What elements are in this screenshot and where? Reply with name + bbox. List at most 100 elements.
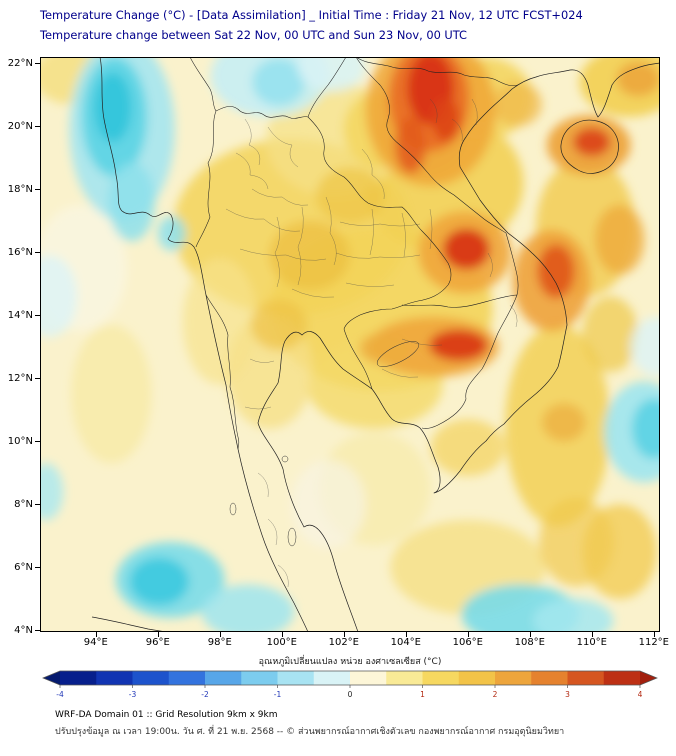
songkhla-lake [287, 527, 297, 547]
temperature-anomaly-blob [269, 220, 350, 291]
lon-tick-mark [529, 632, 531, 637]
colorbar-segment [96, 671, 133, 685]
page-title: Temperature Change (°C) - [Data Assimila… [40, 8, 583, 22]
lat-tick-label: 10°N [7, 435, 33, 447]
colorbar-segment [313, 671, 351, 685]
temperature-anomaly-blob [395, 116, 426, 174]
temperature-anomaly-blob [40, 255, 78, 338]
lat-tick-label: 4°N [14, 624, 33, 636]
colorbar-right-arrow [640, 671, 657, 685]
border-myanmar-laos-north [307, 57, 347, 118]
temperature-anomaly-blob [539, 498, 614, 587]
border-cambodia-laos-vietnam [401, 294, 518, 429]
lon-tick-label: 100°E [266, 637, 297, 648]
temperature-anomaly-blob [443, 228, 490, 270]
temperature-anomaly-blob [71, 324, 152, 464]
colorbar-segment [386, 671, 423, 685]
footer-domain-info: WRF-DA Domain 01 :: Grid Resolution 9km … [55, 710, 278, 720]
temperature-map-plot [40, 57, 660, 632]
lon-tick-mark [653, 632, 655, 637]
temperature-anomaly-blob [250, 299, 307, 350]
temperature-anomaly-blob [108, 162, 155, 242]
colorbar-segment [603, 671, 641, 685]
lon-tick-label: 112°E [638, 637, 669, 648]
colorbar-segment [531, 671, 568, 685]
lat-tick-label: 20°N [7, 120, 33, 132]
phuket-island [229, 502, 237, 516]
lat-tick-label: 12°N [7, 372, 33, 384]
temperature-anomaly-blob [40, 463, 64, 521]
lon-tick-mark [405, 632, 407, 637]
colorbar-segment [241, 671, 278, 685]
province-boundaries [225, 98, 518, 588]
border-laos-vietnam [355, 57, 519, 296]
temperature-anomaly-blob [201, 584, 295, 632]
coastline-hainan-island [560, 119, 619, 174]
colorbar-left-arrow [43, 671, 60, 685]
temperature-anomaly-blob [252, 58, 305, 106]
lon-tick-mark [95, 632, 97, 637]
colorbar-tick-label: -1 [274, 690, 282, 699]
lon-tick-mark [467, 632, 469, 637]
plot-frame [40, 57, 660, 632]
lat-tick-label: 8°N [14, 498, 33, 510]
coastline-gulf-vietnam-china [257, 62, 660, 632]
lon-tick-mark [591, 632, 593, 637]
lon-tick-label: 98°E [207, 637, 232, 648]
temperature-anomaly-blob [542, 403, 586, 442]
temperature-anomaly-blob [573, 127, 611, 157]
colorbar-segment [458, 671, 496, 685]
lon-tick-mark [343, 632, 345, 637]
basemap-borders [40, 57, 660, 632]
temperature-anomaly-blob [291, 460, 366, 549]
colorbar-tick-label: -3 [129, 690, 137, 699]
lon-tick-label: 110°E [576, 637, 607, 648]
tonle-sap-lake [376, 341, 420, 367]
colorbar-segment [495, 671, 532, 685]
border-myanmar-thailand [189, 57, 309, 450]
colorbar-label: อุณหภูมิเปลี่ยนแปลง หน่วย องศาเซลเซียส (… [258, 657, 442, 667]
temperature-anomaly-blob [630, 316, 660, 377]
colorbar-segment [168, 671, 206, 685]
colorbar: -4 -3 -2 -1 0 1 2 3 4 [42, 670, 658, 699]
temperature-anomaly-blob [182, 258, 257, 385]
border-china-vietnam [355, 57, 519, 87]
temperature-field [40, 57, 660, 632]
colorbar-tick-label: 3 [565, 690, 570, 699]
coastline-myanmar [99, 57, 309, 632]
lon-tick-label: 96°E [145, 637, 170, 648]
lon-tick-label: 94°E [83, 637, 108, 648]
temperature-anomaly-blob [430, 419, 505, 476]
lat-tick-label: 14°N [7, 309, 33, 321]
border-thailand-laos-mekong [307, 116, 452, 330]
lat-tick-label: 18°N [7, 183, 33, 195]
colorbar-tick-label: 2 [493, 690, 498, 699]
temperature-anomaly-blob [315, 167, 385, 224]
colorbar-segment [60, 671, 97, 685]
samui-island [281, 455, 289, 463]
lon-tick-label: 104°E [390, 637, 421, 648]
lon-tick-mark [157, 632, 159, 637]
temperature-anomaly-blob [359, 332, 409, 365]
lon-tick-label: 108°E [514, 637, 545, 648]
footer-update-info: ปรับปรุงข้อมูล ณ เวลา 19:00น. วัน ศ. ที่… [55, 727, 565, 737]
colorbar-tick-label: 1 [420, 690, 425, 699]
lat-tick-label: 6°N [14, 561, 33, 573]
colorbar-tick-label: 4 [638, 690, 643, 699]
colorbar-segment [567, 671, 605, 685]
temperature-anomaly-blob [594, 205, 645, 275]
lon-tick-mark [281, 632, 283, 637]
temperature-anomaly-blob [157, 216, 186, 251]
temperature-anomaly-blob [429, 329, 488, 362]
lat-tick-label: 22°N [7, 57, 33, 69]
page-subtitle: Temperature change between Sat 22 Nov, 0… [40, 28, 468, 42]
lon-tick-mark [219, 632, 221, 637]
temperature-anomaly-blob [129, 557, 189, 606]
temperature-anomaly-blob [582, 296, 639, 372]
colorbar-tick-label: 0 [348, 690, 353, 699]
temperature-anomaly-blob [492, 82, 543, 127]
lon-tick-label: 102°E [328, 637, 359, 648]
colorbar-segment [132, 671, 170, 685]
lon-tick-label: 106°E [452, 637, 483, 648]
colorbar-segment [422, 671, 460, 685]
